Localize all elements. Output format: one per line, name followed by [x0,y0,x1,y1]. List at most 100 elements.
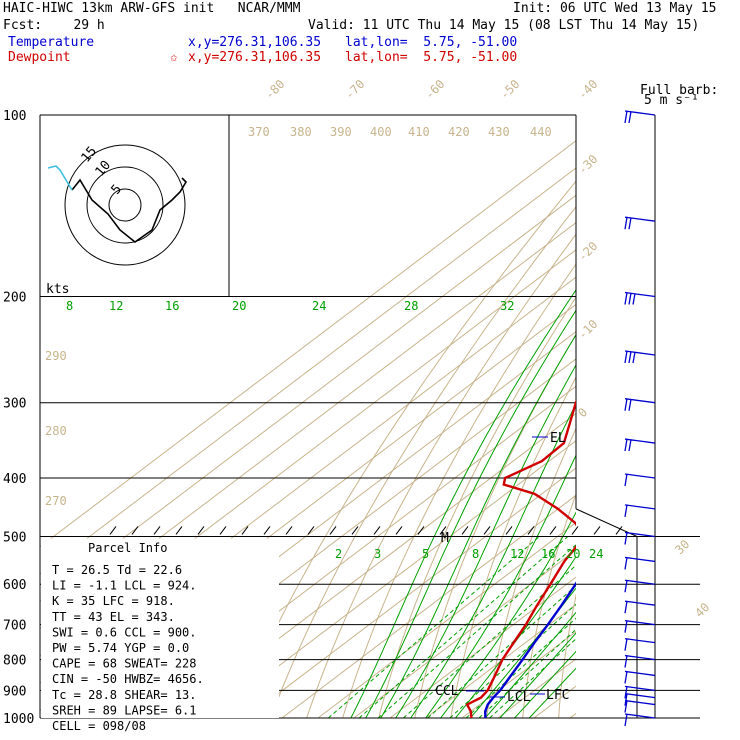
mixing-ratio-label: 24 [589,547,603,561]
pressure-tick-label: 800 [3,654,26,669]
hatch-mark [263,526,271,535]
wind-barb-staff [624,619,656,626]
wind-barb-flag [624,504,628,517]
parcel-info-row: K = 35 LFC = 918. [52,594,175,608]
wind-barb-flag [628,111,632,124]
dewpoint-legend: Dewpoint [8,50,71,65]
temperature-xy: x,y=276.31,106.35 [188,35,322,50]
isotherm-label: -80 [262,77,287,102]
isotherm-label: 0 [575,405,590,420]
hatch-mark [197,526,205,535]
pressure-tick-label: 200 [3,291,26,306]
mixing-ratio-label: 28 [404,299,418,313]
hatch-mark [439,526,447,535]
hatch-mark [285,526,293,535]
wind-barb-flag [624,700,628,713]
mixing-ratio-label: 24 [312,299,326,313]
hatch-mark [351,526,359,535]
temperature-legend: Temperature [8,35,95,50]
isotherm-label: -10 [575,317,600,342]
dry-adiabat-line [486,427,576,718]
mixing-ratio-label: 8 [66,299,73,313]
hatch-mark [483,526,491,535]
dry-adiabat-line [733,115,740,731]
parcel-info-row: PW = 5.74 YGP = 0.0 [52,641,189,655]
dry-adiabat-line [595,115,740,731]
forecast-hour: Fcst: 29 h [3,18,105,33]
moist-adiabat-line [439,511,576,718]
wind-barb-staff [624,692,656,699]
mixing-ratio-label: 20 [232,299,246,313]
wind-barb-staff [624,398,656,404]
moist-adiabat-line [513,650,576,718]
wind-barb-flag [624,655,628,668]
dry-adiabat-line [558,593,576,718]
mixing-ratio-label: 3 [374,547,381,561]
parcel-info-title: Parcel Info [88,541,167,555]
hatch-mark [615,526,623,535]
pressure-tick-label: 300 [3,397,26,412]
wind-barb-staff [624,600,656,606]
wind-barb-staff [624,438,656,444]
theta-label: 410 [408,125,430,139]
wind-barb-flag [628,439,632,452]
moist-adiabat-line [484,611,576,718]
barb-key-title: Full barb: [640,83,718,98]
wind-barb-flag [624,398,628,411]
hodograph-ring [64,144,186,266]
parcel-info-row: T = 26.5 Td = 22.6 [52,563,182,577]
lcl-marker-label: LCL [507,690,531,705]
hatch-mark [175,526,183,535]
hatch-mark [153,526,161,535]
theta-label: 430 [488,125,510,139]
parcel-info-row: Tc = 28.8 SHEAR= 13. [52,688,197,702]
wind-barb-flag [628,351,632,364]
wind-barb-flag [624,217,628,230]
model-title: HAIC-HIWC 13km ARW-GFS init NCAR/MMM [3,1,301,16]
theta-label: 270 [45,494,67,508]
isotherm-label: -20 [575,239,600,264]
hatch-mark [549,526,557,535]
dry-adiabat-line [378,296,576,718]
wind-barb-flag [624,473,628,487]
wind-barb-flag [628,399,632,411]
wind-barb-flag [632,293,636,305]
hodograph-trace [71,177,188,244]
wind-barb-staff [624,579,656,585]
wind-barb-flag [632,351,636,364]
wind-barb-staff [624,473,656,479]
hodograph-ring [86,166,164,244]
isotherm-line [281,494,576,718]
hatch-mark [593,526,601,535]
mixing-ratio-label: 12 [109,299,123,313]
dry-adiabat-line [270,205,576,718]
isotherm-label: -60 [422,77,447,102]
dry-adiabat-line [666,115,740,731]
dry-adiabat-line [306,233,576,718]
hatch-mark [461,526,469,535]
moist-adiabat-line [425,454,576,718]
hodograph-background [41,116,229,295]
isotherm-line [353,549,576,718]
mixing-ratio-label: 16 [541,547,555,561]
theta-label: 400 [370,125,392,139]
wind-barb-staff [624,216,656,222]
el-marker-label: EL [550,431,566,446]
hatch-mark [329,526,337,535]
pressure-tick-label: 600 [3,578,26,593]
hodograph-unit-label: kts [46,282,69,297]
wind-barb-staff [624,291,656,298]
isotherm-line [245,467,576,718]
pressure-tick-label: 900 [3,684,26,699]
hatch-mark [219,526,227,535]
barb-key-value: 5 m s⁻¹ [644,93,699,108]
wind-barb-flag [624,601,628,614]
hatch-mark [527,526,535,535]
wind-barb-staff [624,110,656,116]
wind-barb-staff [624,350,656,356]
parcel-info-row: LI = -1.1 LCL = 924. [52,579,197,593]
moist-adiabat-line [528,667,576,718]
wind-barb-staff [624,670,656,677]
pressure-tick-label: 100 [3,109,26,124]
